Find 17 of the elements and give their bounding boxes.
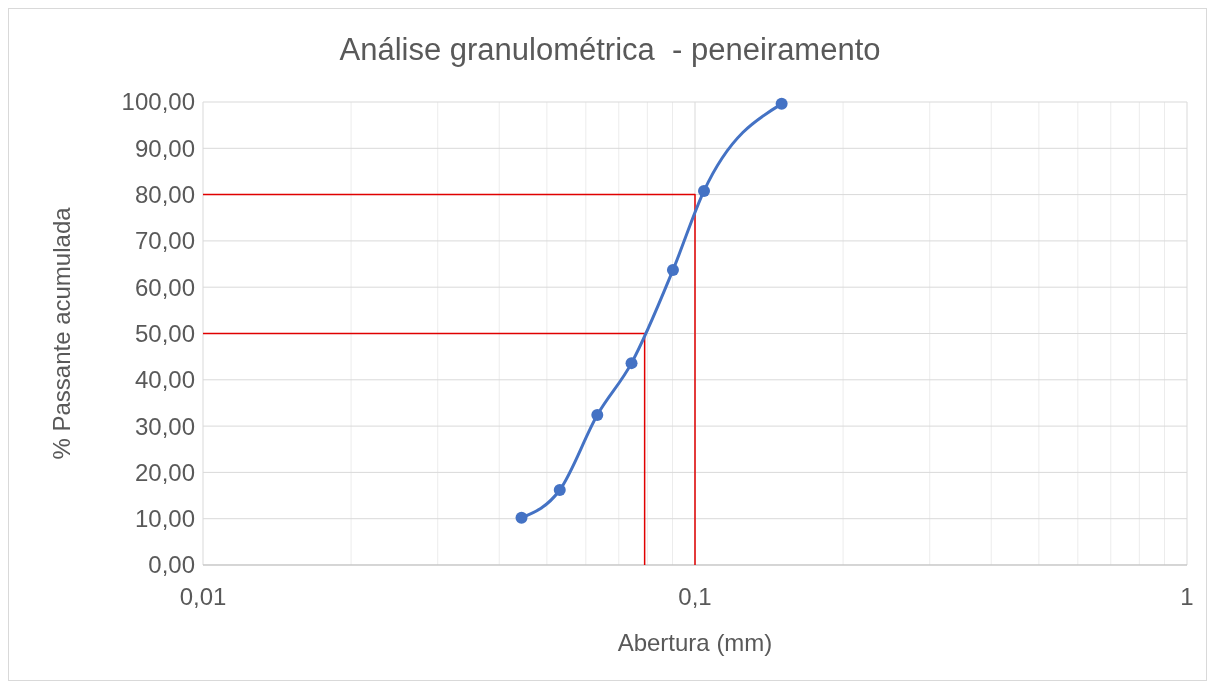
x-tick-label: 0,01 — [179, 583, 227, 610]
chart-title: Análise granulométrica - peneiramento — [339, 32, 881, 67]
y-tick-label: 10,00 — [134, 505, 195, 533]
y-tick-label: 60,00 — [134, 273, 195, 301]
y-tick-label: 30,00 — [134, 412, 195, 440]
y-tick-label: 90,00 — [134, 134, 195, 162]
x-axis-title: Abertura (mm) — [617, 629, 773, 656]
y-tick-label: 80,00 — [134, 181, 195, 208]
y-tick-label: 100,00 — [121, 88, 195, 116]
y-tick-label: 40,00 — [134, 366, 195, 394]
y-axis-title: % Passante acumulada — [48, 206, 75, 460]
y-tick-label: 20,00 — [134, 458, 195, 486]
y-tick-label: 0,00 — [148, 551, 195, 579]
y-tick-label: 50,00 — [134, 319, 195, 347]
x-tick-label: 0,1 — [678, 583, 712, 610]
x-tick-label: 1 — [1180, 583, 1194, 610]
y-tick-label: 70,00 — [134, 227, 195, 255]
